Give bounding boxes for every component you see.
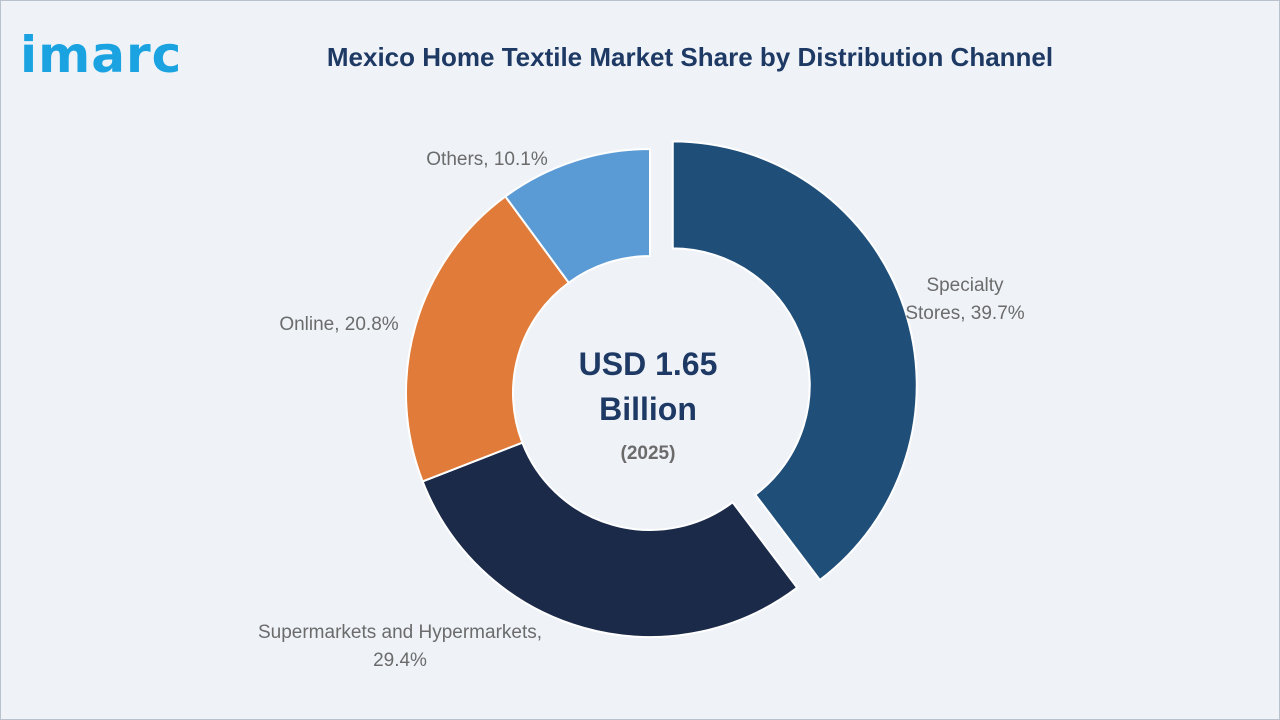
slice-label: 29.4% <box>373 650 427 671</box>
chart-title: Mexico Home Textile Market Share by Dist… <box>326 42 1054 72</box>
slice-supermarkets-and-hypermarkets <box>421 441 799 638</box>
slice-label: Online, 20.8% <box>279 314 398 335</box>
center-year: (2025) <box>621 443 676 464</box>
slice-others <box>503 147 651 285</box>
slice-label: Supermarkets and Hypermarkets, <box>258 622 542 643</box>
center-value: USD 1.65 <box>579 346 718 382</box>
center-unit: Billion <box>599 391 697 427</box>
donut-slices <box>405 140 918 638</box>
slice-label: Stores, 39.7% <box>905 303 1024 324</box>
slice-labels: Specialty Stores, 39.7% Supermarkets and H… <box>258 149 1025 671</box>
slice-online <box>405 195 571 483</box>
slice-label: Specialty <box>926 275 1004 296</box>
slice-specialty-stores <box>671 140 918 582</box>
imarc-logo: imarc <box>20 26 183 84</box>
slice-label: Others, 10.1% <box>426 149 548 170</box>
